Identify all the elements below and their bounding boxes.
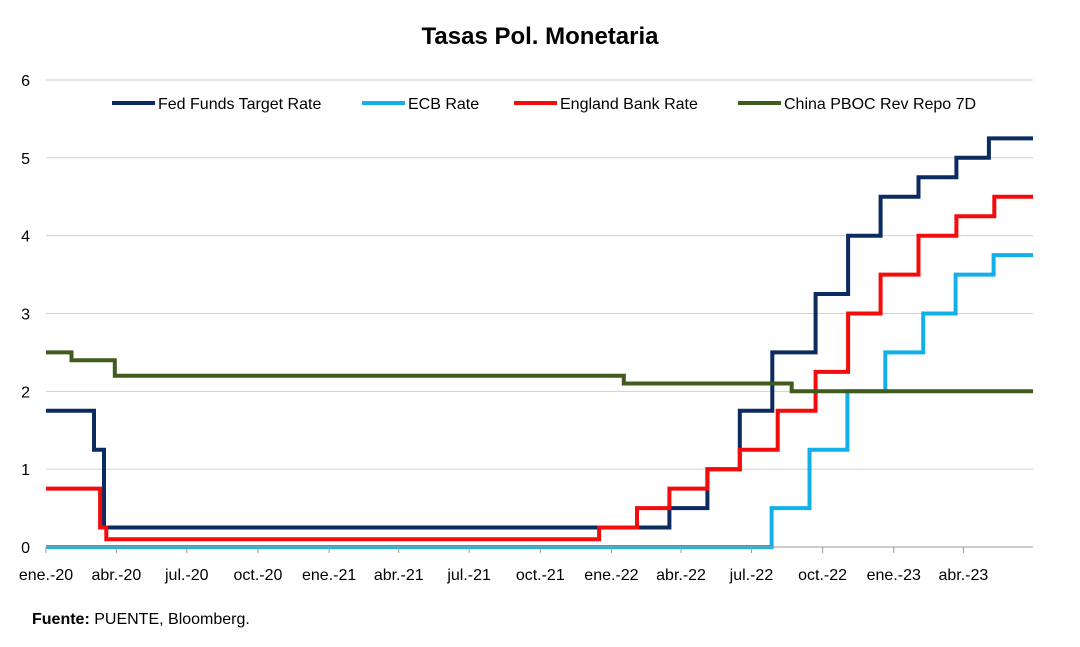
x-tick-label: oct.-22	[798, 567, 847, 584]
y-tick-label: 4	[21, 229, 30, 246]
series-line	[46, 136, 1033, 530]
y-tick-label: 6	[21, 73, 30, 90]
y-tick-label: 3	[21, 307, 30, 324]
legend-label: China PBOC Rev Repo 7D	[784, 96, 976, 113]
x-tick-label: ene.-21	[302, 567, 356, 584]
x-tick-label: jul.-20	[164, 567, 209, 584]
y-tick-label: 2	[21, 384, 30, 401]
legend-label: ECB Rate	[408, 96, 479, 113]
y-tick-label: 5	[21, 151, 30, 168]
legend-label: Fed Funds Target Rate	[158, 96, 321, 113]
legend-label: England Bank Rate	[560, 96, 698, 113]
legend: Fed Funds Target Rate ECB Rate England Ban…	[112, 96, 976, 113]
x-axis-ticks: ene.-20 abr.-20 jul.-20 oct.-20 ene.-21 abr.-…	[19, 547, 988, 584]
x-tick-label: oct.-21	[516, 567, 565, 584]
x-tick-label: ene.-22	[584, 567, 638, 584]
x-tick-label: abr.-23	[938, 567, 988, 584]
x-tick-label: abr.-21	[374, 567, 424, 584]
series-line	[46, 194, 1033, 542]
y-tick-label: 0	[21, 540, 30, 557]
y-tick-label: 1	[21, 462, 30, 479]
x-tick-label: abr.-22	[656, 567, 706, 584]
gridlines	[46, 79, 1033, 470]
source-note: Fuente: PUENTE, Bloomberg.	[32, 611, 250, 629]
series-lines	[46, 136, 1033, 549]
chart-title: Tasas Pol. Monetaria	[422, 23, 660, 50]
x-tick-label: jul.-21	[446, 567, 491, 584]
x-tick-label: abr.-20	[91, 567, 141, 584]
x-tick-label: oct.-20	[233, 567, 282, 584]
source-text: PUENTE, Bloomberg.	[89, 611, 250, 628]
series-line	[46, 253, 1033, 549]
series-line	[46, 350, 1033, 394]
x-tick-label: jul.-22	[729, 567, 774, 584]
x-tick-label: ene.-20	[19, 567, 73, 584]
x-tick-label: ene.-23	[867, 567, 921, 584]
y-axis-ticks: 0 1 2 3 4 5 6	[21, 73, 30, 557]
source-label: Fuente:	[32, 611, 90, 628]
